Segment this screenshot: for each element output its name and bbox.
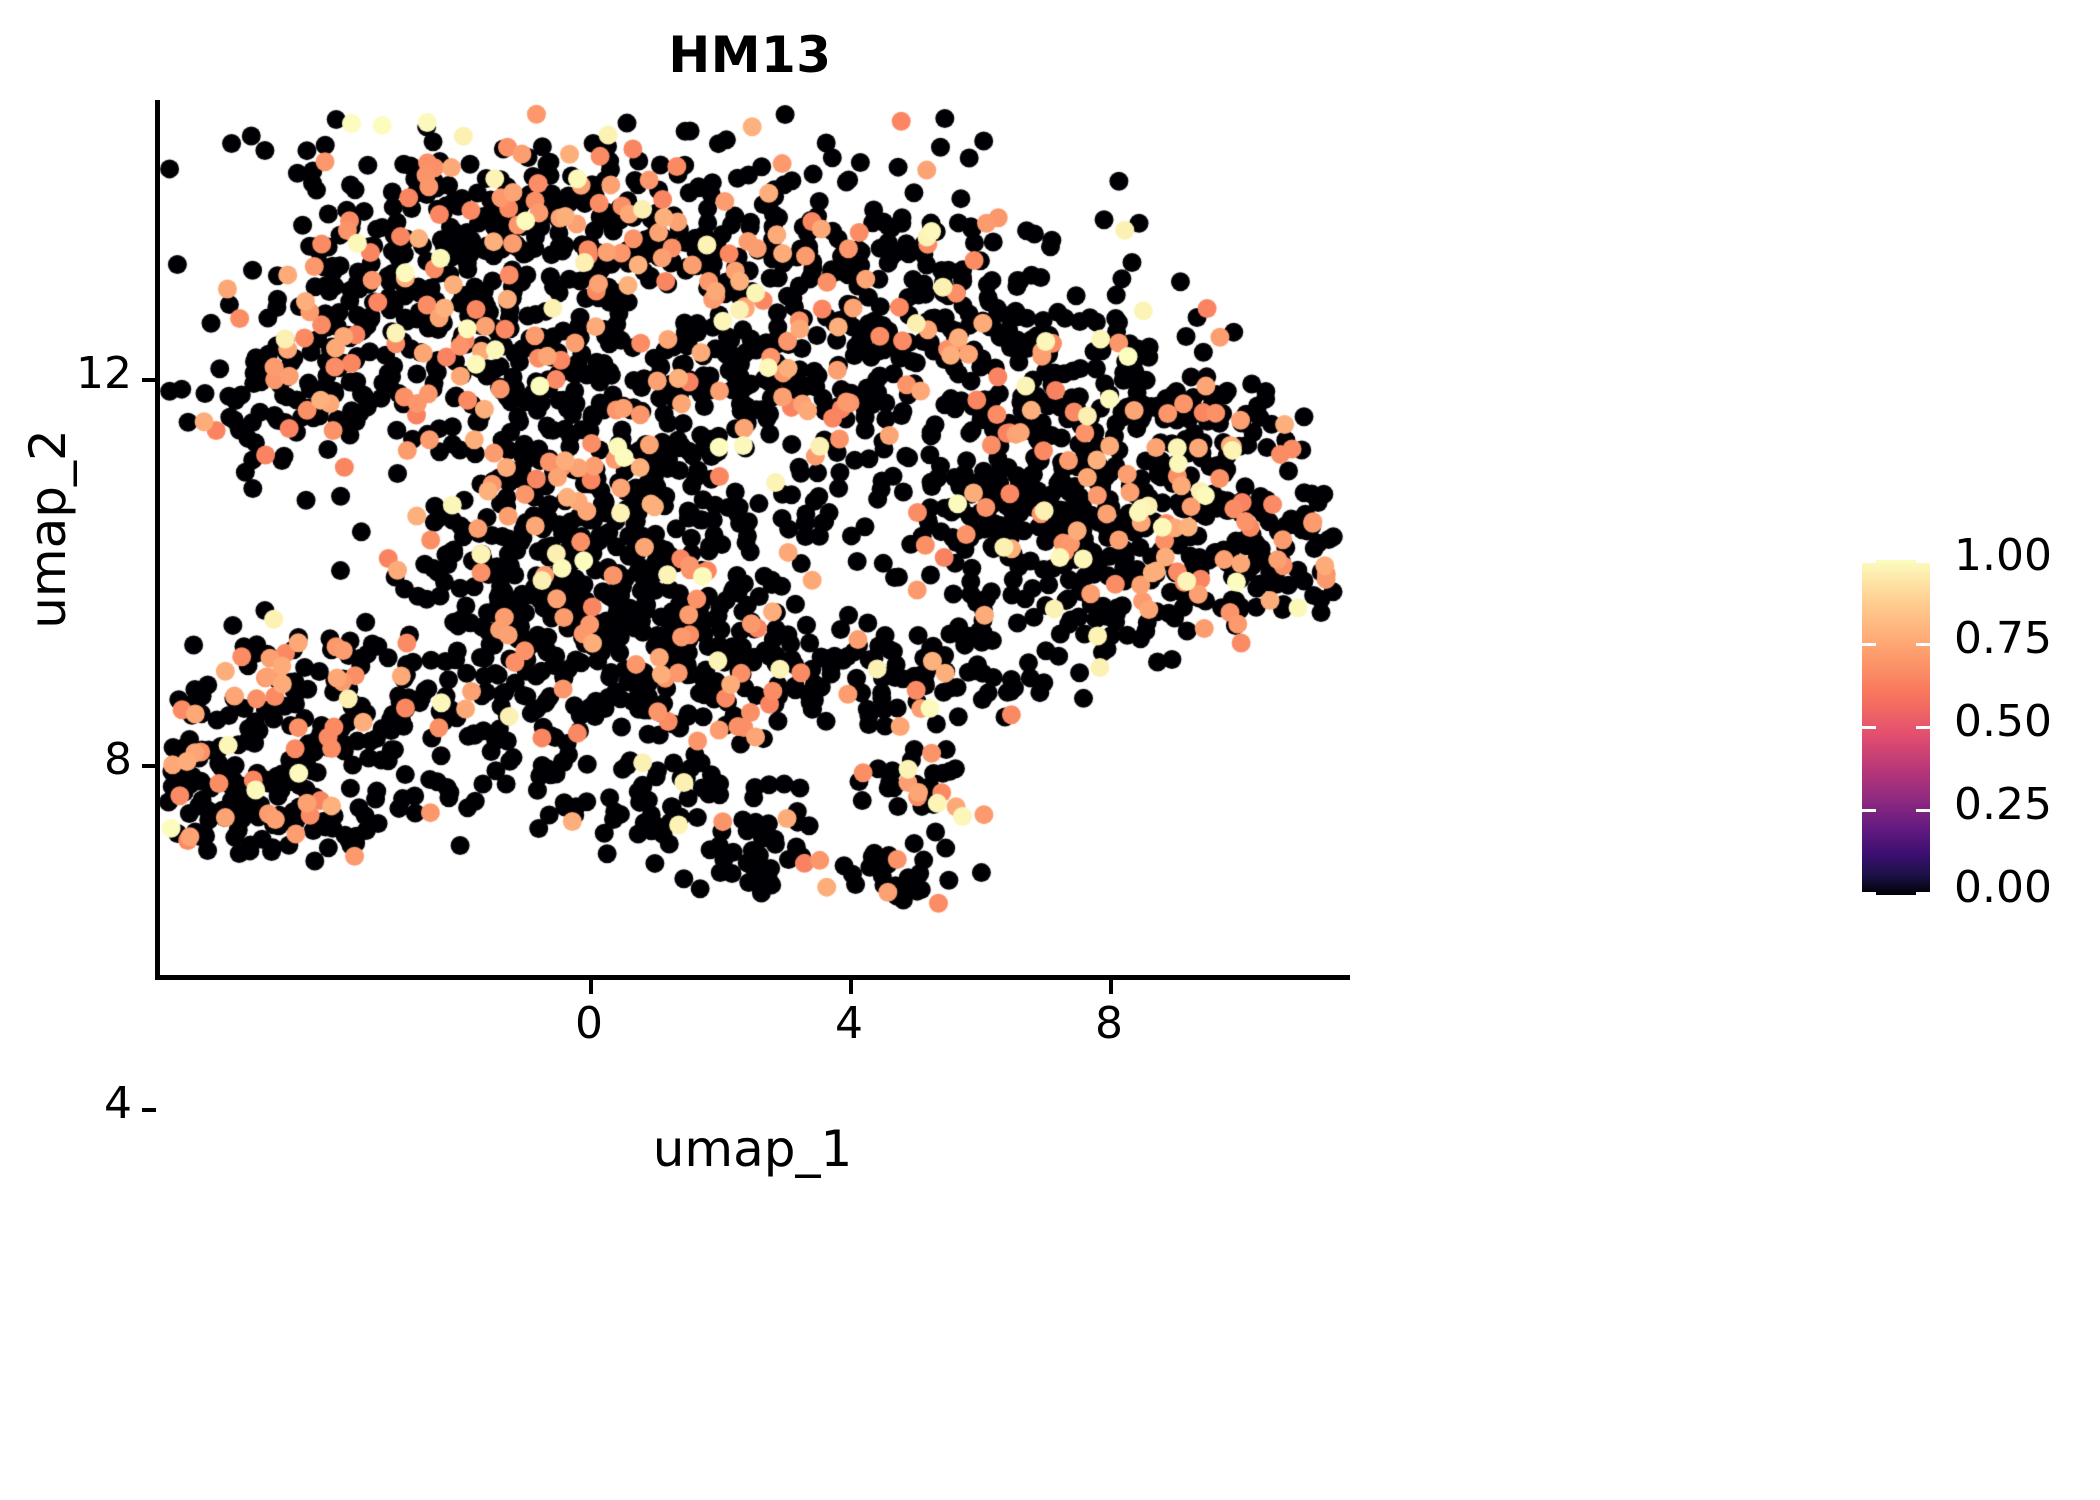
- page-title: HM13: [668, 26, 832, 84]
- colorbar-tick-1-00-right: [1916, 560, 1930, 563]
- colorbar-tick-0-00-left: [1862, 892, 1876, 895]
- colorbar-label-0-00: 0.00: [1954, 862, 2052, 913]
- y-tick-mark-8: [142, 764, 156, 768]
- colorbar-tick-1-00-left: [1862, 560, 1876, 563]
- colorbar-tick-0-75-right: [1916, 643, 1930, 646]
- colorbar-label-0-25: 0.25: [1954, 779, 2052, 830]
- colorbar-label-0-50: 0.50: [1954, 696, 2052, 747]
- colorbar-tick-0-50-left: [1862, 726, 1876, 729]
- scatter-canvas: [155, 100, 1350, 975]
- x-tick-mark-4: [849, 980, 853, 994]
- x-tick-label-8: 8: [1095, 998, 1123, 1049]
- x-axis-spine: [155, 975, 1350, 980]
- colorbar: 1.00 0.75 0.50 0.25 0.00: [1862, 534, 2052, 910]
- y-tick-label-12: 12: [76, 348, 132, 399]
- colorbar-tick-0-50-right: [1916, 726, 1930, 729]
- x-tick-mark-0: [589, 980, 593, 994]
- y-tick-label-4: 4: [104, 1078, 132, 1129]
- y-axis-spine: [155, 100, 160, 975]
- y-tick-mark-4: [142, 1108, 156, 1112]
- colorbar-label-0-75: 0.75: [1954, 613, 2052, 664]
- y-axis-label: umap_2: [19, 429, 77, 629]
- colorbar-tick-0-25-left: [1862, 809, 1876, 812]
- plot-axes: [155, 100, 1350, 975]
- colorbar-tick-0-25-right: [1916, 809, 1930, 812]
- x-axis-label: umap_1: [652, 1120, 853, 1178]
- x-tick-mark-8: [1109, 980, 1113, 994]
- x-tick-label-4: 4: [835, 998, 863, 1049]
- colorbar-label-1-00: 1.00: [1954, 530, 2052, 581]
- colorbar-tick-0-75-left: [1862, 643, 1876, 646]
- x-tick-label-0: 0: [575, 998, 603, 1049]
- y-tick-mark-12: [142, 378, 156, 382]
- y-tick-label-8: 8: [104, 734, 132, 785]
- colorbar-tick-0-00-right: [1916, 892, 1930, 895]
